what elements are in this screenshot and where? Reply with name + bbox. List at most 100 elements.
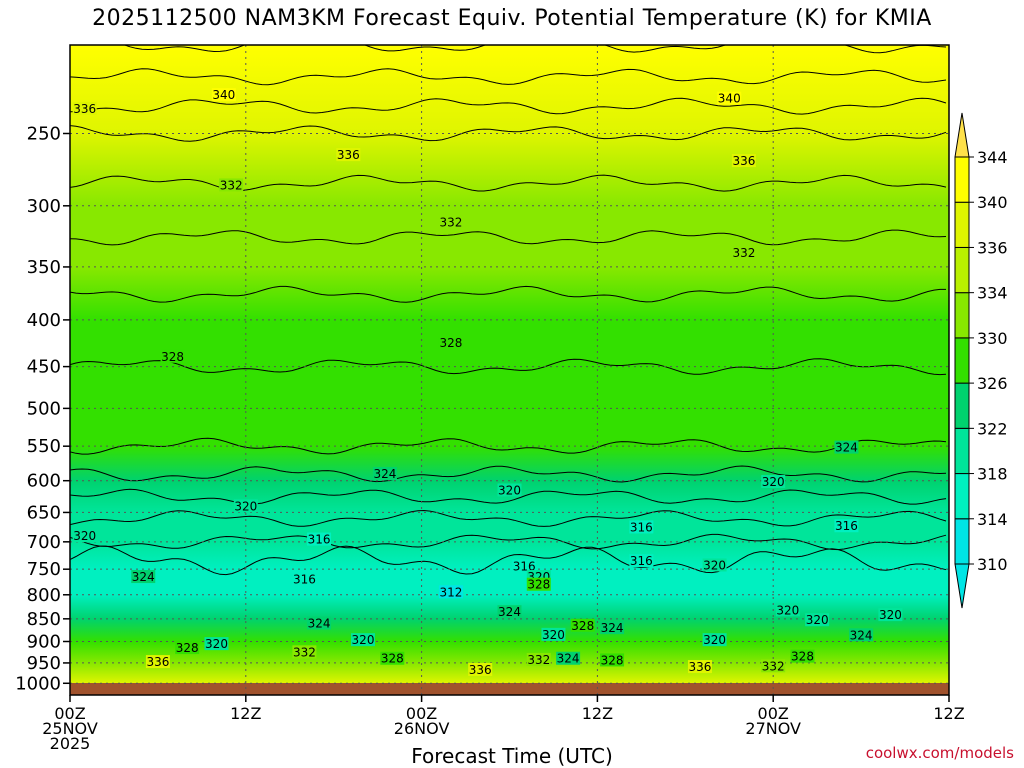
contour-label: 324 (307, 616, 332, 630)
contour-316 (70, 545, 947, 576)
contour-label-text: 332 (762, 659, 785, 673)
contour-label-text: 328 (601, 653, 624, 667)
contour-label-text: 332 (220, 178, 243, 192)
contour-label: 332 (219, 178, 244, 192)
contour-label-text: 336 (469, 663, 492, 677)
contour-label-text: 336 (688, 660, 711, 674)
y-tick-label: 850 (27, 609, 61, 630)
contour-label: 320 (878, 608, 903, 622)
colorbar-label: 330 (977, 329, 1008, 348)
contour-label: 336 (336, 148, 361, 162)
contour-label-bg (497, 605, 522, 619)
contour-328 (70, 358, 947, 376)
x-tick-label: 12Z (582, 704, 613, 723)
x-tick-label: 12Z (933, 704, 964, 723)
contour-label-bg (556, 651, 581, 665)
contour-label: 316 (629, 520, 654, 534)
contour-label-text: 332 (527, 653, 550, 667)
contour-label: 320 (204, 637, 229, 651)
below-ground-terrain (70, 683, 949, 695)
colorbar-label: 326 (977, 374, 1008, 393)
contour-label: 332 (438, 215, 463, 230)
contour-label-bg (292, 572, 317, 586)
y-tick-label: 400 (27, 310, 61, 331)
contour-label-text: 328 (527, 578, 550, 592)
contour-label: 336 (687, 660, 712, 674)
contour-label-bg (629, 520, 654, 534)
contour-label: 320 (497, 483, 522, 497)
contour-label: 332 (526, 653, 551, 667)
contour-label-bg (131, 570, 156, 584)
contour-label-bg (380, 651, 405, 665)
contour-lines (70, 45, 947, 576)
x-tick-label: 00Z (758, 704, 789, 723)
contour-label: 328 (790, 649, 815, 664)
contour-label-bg (372, 467, 397, 481)
contour-label: 324 (131, 570, 156, 584)
contour-label: 328 (438, 335, 463, 350)
contour-label-text: 320 (762, 475, 785, 489)
contour-label-bg (497, 483, 522, 497)
contour-label: 320 (702, 633, 727, 647)
contour-label: 316 (629, 554, 654, 568)
colorbar-swatch (954, 246, 970, 294)
y-tick-label: 800 (27, 585, 61, 606)
contour-label-bg (336, 148, 361, 162)
contour-label: 328 (175, 641, 200, 655)
y-tick-label: 700 (27, 532, 61, 553)
contour-label-bg (600, 621, 625, 635)
contour-label: 316 (307, 532, 332, 547)
x-tick-label: 12Z (230, 704, 261, 723)
colorbar-label: 322 (977, 419, 1008, 438)
contour-label-text: 324 (850, 628, 873, 642)
contour-label: 328 (380, 651, 405, 666)
contour-322 (70, 488, 947, 505)
contour-label-text: 320 (806, 613, 829, 627)
colorbar-label: 318 (977, 465, 1008, 484)
contour-318 (70, 533, 947, 551)
contour-label: 324 (372, 467, 397, 481)
contour-label-text: 320 (542, 628, 565, 642)
colorbar-label: 310 (977, 555, 1008, 574)
contour-label-bg (72, 529, 97, 543)
contour-label: 316 (512, 559, 537, 574)
y-tick-label: 350 (27, 257, 61, 278)
contour-label-bg (731, 246, 756, 260)
contour-label-text: 316 (293, 573, 316, 587)
contour-label-bg (775, 603, 800, 617)
contour-label-bg (468, 662, 493, 676)
contour-label-text: 340 (718, 92, 741, 106)
contour-label-text: 336 (146, 655, 169, 669)
contour-label: 324 (600, 621, 625, 635)
contour-320 (70, 509, 947, 527)
contour-label: 328 (600, 653, 625, 667)
y-tick-label: 300 (27, 196, 61, 217)
contour-label-bg (145, 655, 170, 669)
theta-e-field (70, 45, 949, 695)
contour-324 (70, 465, 947, 483)
contour-label-bg (805, 613, 830, 627)
contour-label: 320 (775, 603, 800, 617)
contour-label-text: 316 (835, 519, 858, 533)
x-tick-label: 27NOV (745, 719, 801, 738)
colorbar-label: 336 (977, 238, 1008, 257)
contour-334 (70, 174, 947, 192)
contour-label-text: 316 (630, 520, 653, 534)
contour-label-bg (438, 215, 463, 229)
contour-label: 320 (233, 499, 258, 513)
colorbar-bottom-arrow (954, 563, 970, 609)
contour-label-bg (512, 559, 537, 573)
contour-label-text: 320 (234, 499, 257, 513)
colorbar-label: 334 (977, 284, 1008, 303)
x-tick-label: 2025 (50, 734, 91, 753)
contour-label: 324 (849, 628, 874, 642)
contour-label-bg (731, 154, 756, 168)
contour-label-bg (702, 558, 727, 572)
contour-label-text: 332 (732, 246, 755, 260)
contour-label-bg (438, 335, 463, 349)
y-axis: 2503003504004505005506006507007508008509… (15, 123, 70, 694)
contour-label-text: 320 (776, 603, 799, 617)
contour-label-text: 328 (439, 336, 462, 350)
y-tick-label: 500 (27, 398, 61, 419)
